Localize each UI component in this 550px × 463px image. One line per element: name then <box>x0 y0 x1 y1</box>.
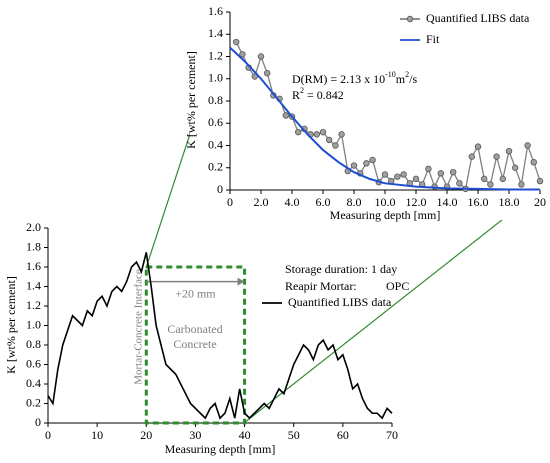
highlight-box <box>144 265 247 425</box>
legend-marker <box>406 15 414 23</box>
data-point <box>425 165 432 173</box>
y-tick-label: 0.2 <box>26 395 41 409</box>
data-point <box>326 136 333 144</box>
y-tick-label: 0.6 <box>26 356 41 370</box>
y-tick-label: 0.8 <box>26 337 41 351</box>
x-tick-label: 6.0 <box>316 195 331 209</box>
y-tick-label: 0.4 <box>26 376 41 390</box>
x-tick-label: 20 <box>534 195 546 209</box>
x-tick-label: 18.0 <box>499 195 520 209</box>
x-tick-label: 12.0 <box>406 195 427 209</box>
zone-text: Concrete <box>173 337 216 351</box>
mortar-text: Reapir Mortar: <box>285 279 357 293</box>
y-tick-label: 0.4 <box>208 137 223 151</box>
data-point <box>456 180 463 187</box>
data-point <box>536 177 544 185</box>
data-point <box>363 160 370 167</box>
x-tick-label: 50 <box>288 428 300 442</box>
data-point <box>232 38 240 46</box>
y-tick-label: 1.8 <box>26 239 41 253</box>
y-axis-label: K [wt% per cement] <box>184 51 198 149</box>
legend-label: Quantified LIBS data <box>426 11 530 25</box>
y-tick-label: 1.4 <box>208 26 223 40</box>
x-tick-label: 20 <box>140 428 152 442</box>
data-point <box>474 143 482 150</box>
y-tick-label: 0.8 <box>208 93 223 107</box>
data-point <box>332 142 339 149</box>
data-point <box>350 162 358 169</box>
data-point <box>257 53 265 60</box>
data-point <box>412 175 420 183</box>
series-line <box>47 252 393 420</box>
x-tick-label: 10.0 <box>375 195 396 209</box>
data-point <box>468 153 475 160</box>
data-point <box>487 181 494 188</box>
data-point <box>369 156 376 164</box>
data-point <box>295 128 302 136</box>
y-tick-label: 1.0 <box>208 71 223 85</box>
data-point <box>524 142 531 149</box>
data-point <box>481 175 488 183</box>
y-tick-label: 1.4 <box>26 278 41 292</box>
x-tick-label: 8.0 <box>347 195 362 209</box>
y-tick-label: 1.6 <box>208 4 223 18</box>
y-tick-label: 0 <box>35 415 41 429</box>
fit-text: D(RM) = 2.13 x 10-10m2/s <box>292 70 417 86</box>
y-tick-label: 0.2 <box>208 160 223 174</box>
zone-text: Carbonated <box>167 322 222 336</box>
x-axis-label: Measuring depth [mm] <box>165 442 276 456</box>
x-tick-label: 16.0 <box>468 195 489 209</box>
fit-equation: D(RM) = 2.13 x 10-10m2/s R2 = 0.842 <box>292 70 417 102</box>
y-tick-label: 1.2 <box>208 48 223 62</box>
x-tick-label: 2.0 <box>254 195 269 209</box>
inset-background <box>190 0 550 220</box>
data-point <box>381 171 389 178</box>
x-tick-label: 0 <box>227 195 233 209</box>
x-tick-label: 40 <box>239 428 251 442</box>
data-point <box>239 51 246 58</box>
x-tick-label: 30 <box>189 428 201 442</box>
x-tick-label: 0 <box>45 428 51 442</box>
x-axis-label: Measuring depth [mm] <box>330 208 441 222</box>
data-point <box>450 168 457 176</box>
arrow-head <box>237 277 245 286</box>
data-point <box>313 131 320 138</box>
mortar-type: OPC <box>386 279 409 293</box>
y-tick-label: 0 <box>217 182 223 196</box>
legend-label: Fit <box>426 32 440 46</box>
data-point <box>282 112 289 119</box>
data-point <box>394 173 401 180</box>
data-point <box>512 164 519 171</box>
x-tick-label: 70 <box>386 428 398 442</box>
legend-label: Quantified LIBS data <box>288 295 392 309</box>
y-tick-label: 0.6 <box>208 115 223 129</box>
y-tick-label: 1.6 <box>26 259 41 273</box>
y-tick-label: 1.2 <box>26 298 41 312</box>
storage-text: Storage duration: 1 day <box>285 262 397 276</box>
data-point <box>518 181 525 188</box>
r2-text: R2 = 0.842 <box>292 86 344 102</box>
x-tick-label: 10 <box>91 428 103 442</box>
y-tick-label: 2.0 <box>26 220 41 234</box>
x-tick-label: 60 <box>337 428 349 442</box>
data-point <box>264 69 271 77</box>
data-point <box>505 147 513 155</box>
data-point <box>319 128 327 136</box>
interface-text: Mortar-Concrete Interface <box>133 269 145 385</box>
y-tick-label: 1.0 <box>26 317 41 331</box>
arrow-label: +20 mm <box>175 286 216 300</box>
x-tick-label: 14.0 <box>437 195 458 209</box>
data-point <box>400 171 407 178</box>
data-point <box>338 131 345 138</box>
connector <box>243 189 541 424</box>
series-line <box>229 46 540 191</box>
data-point <box>499 175 506 183</box>
data-point <box>437 170 444 177</box>
data-point <box>493 153 500 160</box>
y-axis-label: K [wt% per cement] <box>4 276 18 374</box>
x-tick-label: 4.0 <box>285 195 300 209</box>
data-point <box>530 158 537 166</box>
